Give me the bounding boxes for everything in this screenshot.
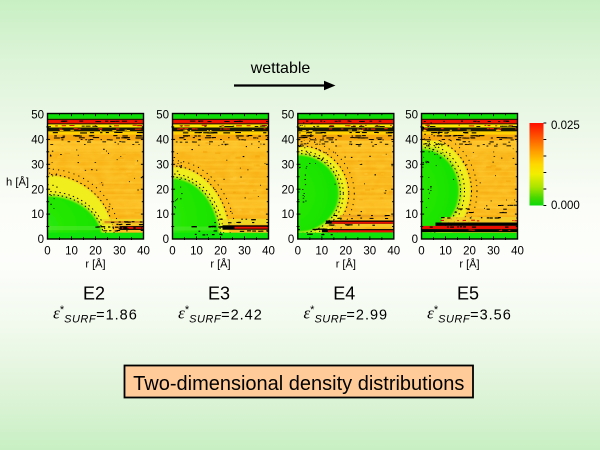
svg-text:0: 0 <box>163 234 169 246</box>
svg-text:20: 20 <box>463 246 476 258</box>
svg-text:10: 10 <box>405 209 418 221</box>
svg-text:E3: E3 <box>208 284 230 304</box>
svg-text:E2: E2 <box>83 284 105 304</box>
svg-text:0: 0 <box>412 234 418 246</box>
svg-text:40: 40 <box>387 246 400 258</box>
svg-text:40: 40 <box>405 135 418 147</box>
svg-text:30: 30 <box>363 246 376 258</box>
svg-text:40: 40 <box>156 135 169 147</box>
svg-text:20: 20 <box>282 184 295 196</box>
svg-text:0: 0 <box>38 234 44 246</box>
svg-text:30: 30 <box>405 159 418 171</box>
svg-text:20: 20 <box>339 246 352 258</box>
svg-text:10: 10 <box>156 209 169 221</box>
svg-text:ε*SURF=1.86: ε*SURF=1.86 <box>53 304 138 326</box>
svg-text:ε*SURF=3.56: ε*SURF=3.56 <box>427 304 512 326</box>
svg-text:r [Å]: r [Å] <box>336 258 356 271</box>
svg-text:30: 30 <box>238 246 251 258</box>
svg-text:30: 30 <box>113 246 126 258</box>
svg-text:ε*SURF=2.99: ε*SURF=2.99 <box>303 304 388 326</box>
svg-text:40: 40 <box>282 135 295 147</box>
svg-text:30: 30 <box>487 246 500 258</box>
svg-text:30: 30 <box>31 159 44 171</box>
svg-text:0: 0 <box>288 234 294 246</box>
svg-text:10: 10 <box>439 246 452 258</box>
svg-text:wettable: wettable <box>250 60 311 77</box>
svg-text:10: 10 <box>190 246 203 258</box>
svg-text:50: 50 <box>405 110 418 122</box>
svg-text:0: 0 <box>418 246 424 258</box>
svg-text:40: 40 <box>262 246 275 258</box>
svg-text:30: 30 <box>156 159 169 171</box>
svg-text:20: 20 <box>405 184 418 196</box>
svg-text:0.025: 0.025 <box>551 120 580 132</box>
svg-text:30: 30 <box>282 159 295 171</box>
svg-text:10: 10 <box>315 246 328 258</box>
svg-text:Two-dimensional density distri: Two-dimensional density distributions <box>133 373 464 395</box>
svg-text:0: 0 <box>44 246 50 258</box>
svg-text:E5: E5 <box>457 284 479 304</box>
svg-text:E4: E4 <box>333 284 355 304</box>
svg-text:r [Å]: r [Å] <box>85 258 105 271</box>
svg-text:20: 20 <box>89 246 102 258</box>
svg-text:40: 40 <box>511 246 524 258</box>
svg-text:20: 20 <box>214 246 227 258</box>
svg-text:r [Å]: r [Å] <box>459 258 479 271</box>
svg-text:20: 20 <box>31 184 44 196</box>
svg-text:40: 40 <box>137 246 150 258</box>
svg-text:10: 10 <box>282 209 295 221</box>
svg-text:10: 10 <box>31 209 44 221</box>
svg-text:50: 50 <box>156 110 169 122</box>
svg-text:0: 0 <box>295 246 301 258</box>
svg-text:10: 10 <box>65 246 78 258</box>
svg-text:50: 50 <box>31 110 44 122</box>
svg-text:0: 0 <box>169 246 175 258</box>
svg-text:ε*SURF=2.42: ε*SURF=2.42 <box>178 304 263 326</box>
svg-text:50: 50 <box>282 110 295 122</box>
svg-text:20: 20 <box>156 184 169 196</box>
svg-text:r [Å]: r [Å] <box>210 258 230 271</box>
svg-text:40: 40 <box>31 135 44 147</box>
svg-text:h [Å]: h [Å] <box>6 176 29 189</box>
svg-text:0.000: 0.000 <box>551 200 580 212</box>
